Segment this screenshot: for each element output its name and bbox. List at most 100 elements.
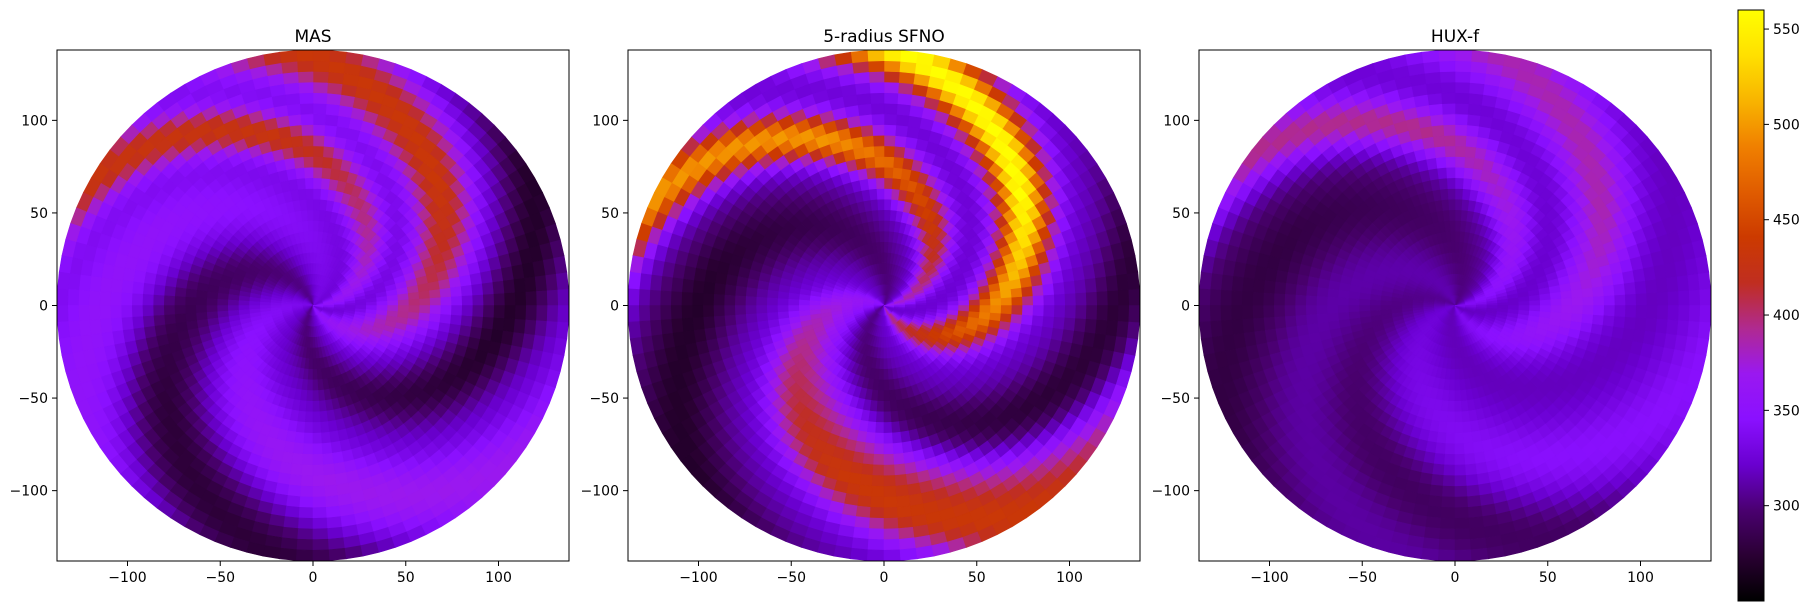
heatmap-cell — [853, 71, 870, 85]
heatmap-cell — [899, 60, 917, 74]
heatmap-cell — [216, 305, 229, 313]
heatmap-cell — [312, 538, 330, 551]
heatmap-cell — [670, 277, 684, 293]
heatmap-cell — [883, 60, 901, 73]
heatmap-cell — [290, 463, 303, 476]
heatmap-cell — [1031, 314, 1044, 327]
heatmap-cell — [121, 280, 134, 294]
heatmap-cell — [325, 103, 340, 116]
heatmap-cell — [492, 317, 505, 331]
heatmap-cell — [915, 305, 927, 309]
heatmap-cell — [755, 305, 768, 315]
heatmap-cell — [896, 103, 911, 116]
heatmap-cell — [56, 288, 69, 306]
heatmap-cell — [1095, 319, 1108, 336]
heatmap-cell — [312, 496, 327, 509]
heatmap-cell — [297, 410, 307, 423]
heatmap-cell — [471, 282, 484, 296]
heatmap-cell — [851, 303, 864, 306]
heatmap-cell — [492, 280, 505, 294]
heatmap-cell — [777, 298, 789, 306]
heatmap-cell — [296, 60, 314, 73]
heatmap-cell — [298, 507, 314, 519]
heatmap-cell — [875, 422, 885, 434]
heatmap-cell — [131, 305, 144, 318]
heatmap-cell — [304, 422, 314, 434]
heatmap-cell — [855, 505, 872, 519]
heatmap-cell — [280, 60, 298, 74]
heatmap-cell — [877, 209, 885, 221]
heatmap-cell — [299, 496, 314, 509]
heatmap-cell — [472, 305, 484, 317]
heatmap-cell — [871, 475, 885, 487]
heatmap-cell — [852, 451, 865, 465]
heatmap-cell — [110, 305, 122, 320]
heatmap-cell — [152, 294, 165, 306]
heatmap-cell — [279, 547, 298, 561]
heatmap-cell — [649, 274, 663, 292]
x-tick-label: −50 — [205, 570, 235, 586]
heatmap-cell — [312, 209, 320, 221]
heatmap-cell — [312, 102, 327, 115]
heatmap-cell — [513, 277, 527, 293]
y-tick-label: 50 — [601, 206, 619, 222]
heatmap-cell — [904, 305, 917, 308]
heatmap-cell — [649, 319, 663, 337]
heatmap-cell — [282, 71, 299, 85]
heatmap-cell — [857, 103, 872, 116]
heatmap-cell — [883, 485, 897, 498]
heatmap-cell — [546, 289, 559, 306]
heatmap-cell — [110, 278, 123, 294]
heatmap-cell — [295, 549, 314, 562]
heatmap-cell — [397, 310, 410, 319]
heatmap-cell — [298, 517, 314, 530]
heatmap-cell — [1064, 292, 1077, 306]
heatmap-cell — [862, 452, 875, 466]
heatmap-cell — [894, 463, 907, 476]
heatmap-cell — [895, 113, 910, 127]
heatmap-cell — [386, 310, 399, 317]
heatmap-cell — [525, 290, 538, 306]
heatmap-cell — [195, 305, 207, 314]
heatmap-cell — [745, 287, 758, 298]
heatmap-cell — [298, 400, 308, 413]
heatmap-cell — [1096, 305, 1109, 321]
heatmap-cell — [888, 220, 896, 232]
x-tick-label: −100 — [108, 570, 146, 586]
heatmap-cell — [850, 50, 869, 64]
heatmap-cell — [1063, 317, 1076, 331]
heatmap-cell — [896, 495, 911, 508]
heatmap-cell — [57, 271, 71, 290]
heatmap-cell — [880, 347, 885, 360]
heatmap-cell — [871, 113, 885, 126]
heatmap-cell — [301, 464, 314, 477]
heatmap-cell — [691, 305, 704, 319]
heatmap-cell — [305, 411, 314, 423]
heatmap-cell — [900, 167, 912, 181]
heatmap-cell — [120, 305, 133, 319]
heatmap-cell — [67, 289, 80, 306]
heatmap-cell — [883, 134, 896, 147]
heatmap-cell — [56, 305, 69, 323]
heatmap-cell — [692, 280, 705, 294]
heatmap-cell — [365, 305, 378, 310]
heatmap-cell — [871, 485, 885, 498]
heatmap-cell — [627, 305, 640, 323]
heatmap-cell — [1126, 271, 1140, 290]
heatmap-cell — [312, 251, 317, 264]
heatmap-cell — [649, 305, 661, 322]
heatmap-cell — [1452, 326, 1456, 338]
heatmap-cell — [638, 320, 652, 338]
heatmap-cell — [1052, 281, 1066, 295]
heatmap-cell — [1107, 289, 1119, 306]
heatmap-cell — [1107, 305, 1119, 322]
heatmap-cell — [408, 298, 420, 306]
heatmap-cell — [312, 443, 324, 455]
heatmap-cell — [867, 538, 885, 551]
heatmap-cell — [660, 319, 673, 336]
y-tick-label: −50 — [18, 391, 48, 407]
heatmap-cell — [163, 305, 175, 316]
heatmap-cell — [206, 305, 218, 313]
heatmap-cell — [745, 305, 757, 315]
heatmap-cell — [1000, 296, 1013, 306]
